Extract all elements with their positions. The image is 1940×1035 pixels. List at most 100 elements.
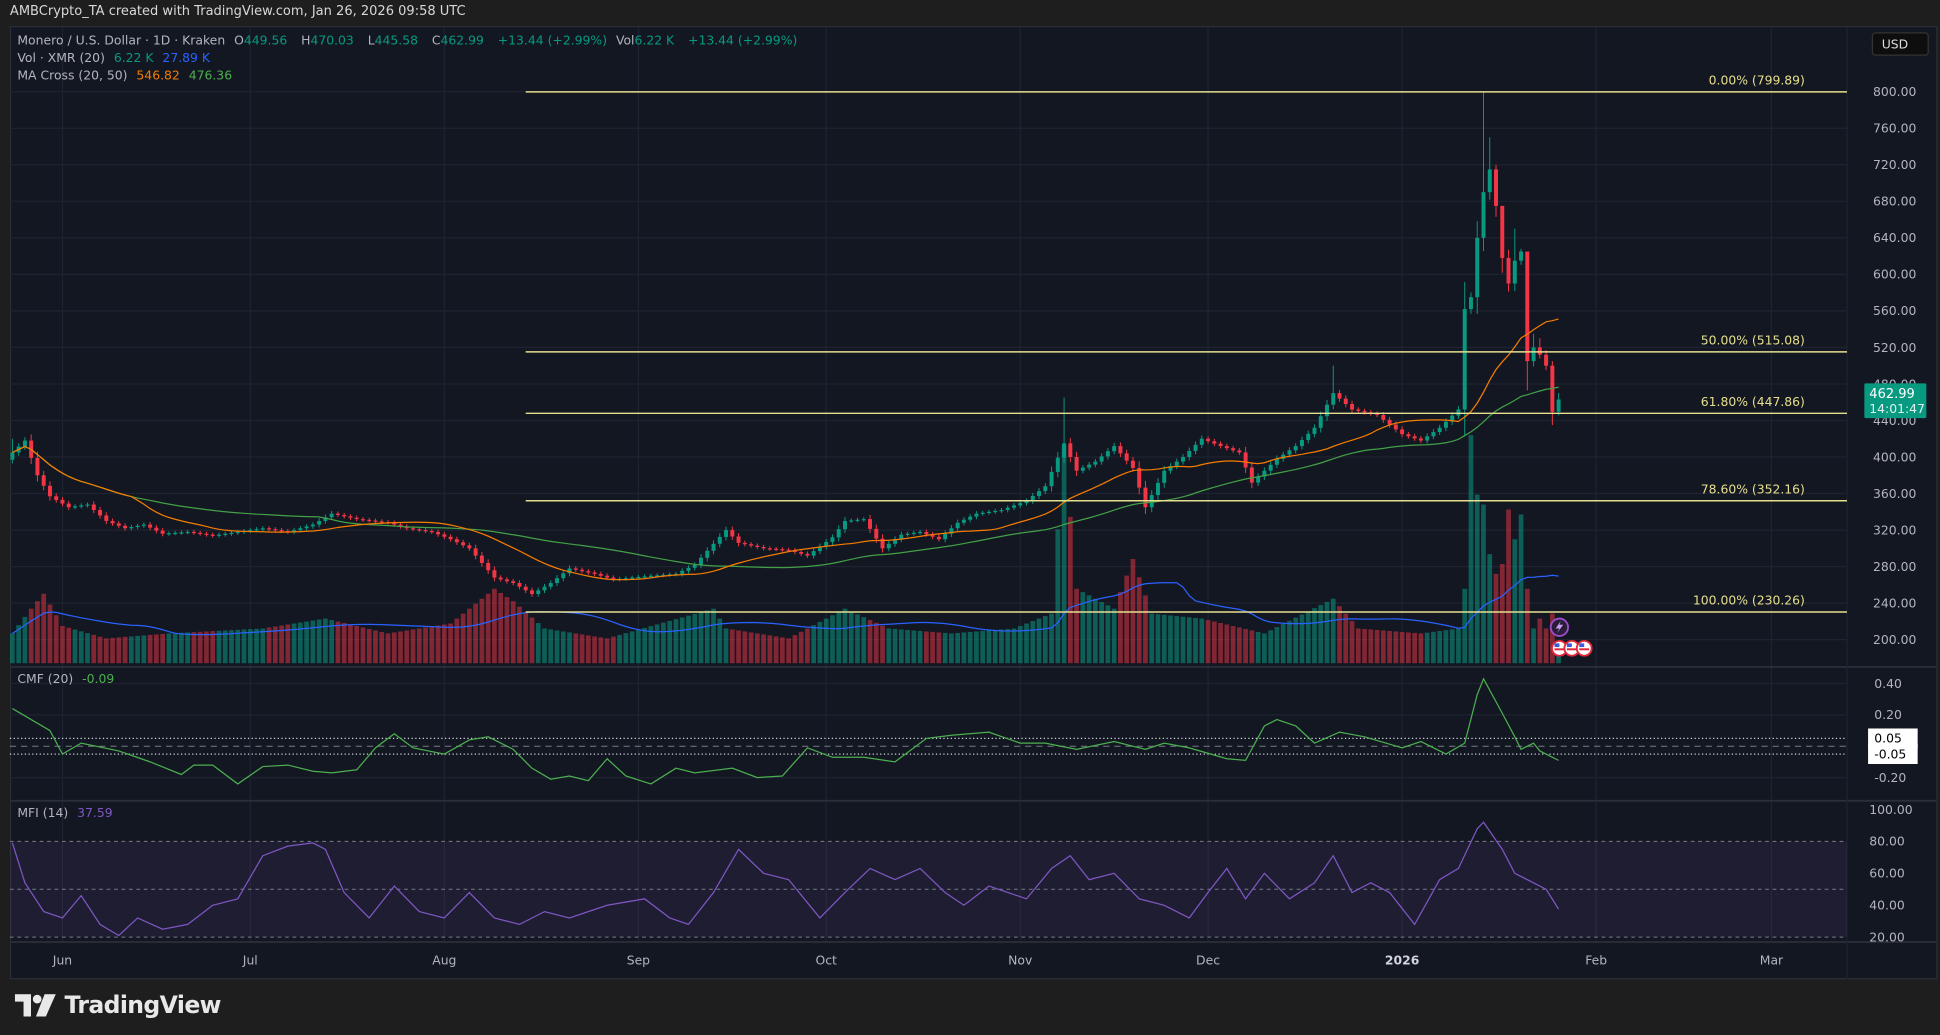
time-axis-label: Nov [1008,952,1032,967]
candle-body [799,551,804,554]
volume-bar [366,628,372,664]
candle-body [724,530,729,537]
candle-body [949,528,954,534]
candle-body [1231,448,1236,451]
volume-bar [529,617,535,664]
volume-bar [485,593,491,664]
volume-bar [1136,577,1142,664]
volume-bar [1093,598,1098,664]
volume-bars [10,435,1561,664]
candle-body [1118,446,1123,454]
price-axis-label: 240.00 [1873,595,1916,610]
fib-level-label: 78.60% (352.16) [1701,481,1805,496]
candle-body [1162,470,1167,483]
price-axis-label: 360.00 [1873,486,1916,501]
candle-body [905,533,910,535]
candle-body [10,452,15,460]
candle-body [110,520,115,524]
mfi-title[interactable]: MFI (14) [17,806,69,821]
candle-body [1224,446,1229,449]
volume-bar [197,631,203,664]
candle-body [173,532,178,535]
volume-indicator-title[interactable]: Vol · XMR (20) [17,52,105,66]
volume-bar [135,635,140,664]
fib-level-label: 61.80% (447.86) [1701,394,1805,409]
volume-bar [1343,613,1349,664]
volume-bar [316,619,322,664]
mfi-legend: MFI (14) 37.59 [17,807,117,821]
candle-body [1525,251,1530,362]
volume-bar [41,593,47,664]
candle-body [1312,427,1317,434]
candle-body [1199,438,1204,445]
candle-body [1093,461,1098,465]
volume-bar [1099,602,1104,664]
candle-body [1212,441,1217,444]
candle-body [1174,461,1179,467]
symbol-title[interactable]: Monero / U.S. Dollar · 1D · Kraken [17,34,226,49]
volume-bar [22,616,28,664]
candle-body [1281,454,1286,459]
volume-bar [1205,620,1211,664]
volume-bar [116,637,122,664]
candle-body [1030,495,1035,501]
close-label: C [431,34,441,49]
vol-value: 6.22 K [634,34,675,49]
candle-body [448,536,453,540]
volume-bar [1499,564,1505,664]
fib-level-label: 0.00% (799.89) [1709,72,1805,87]
candle-body [1293,446,1298,451]
currency-button[interactable]: USD [1871,32,1929,56]
volume-bar [623,633,629,664]
low-value: 445.58 [374,34,418,49]
volume-bar [454,618,460,664]
ma-cross-title[interactable]: MA Cross (20, 50) [17,69,128,84]
volume-bar [936,632,942,664]
candle-body [354,517,359,520]
volume-bar [147,634,153,664]
volume-bar [1255,631,1261,664]
volume-bar [636,629,641,664]
volume-bar [1049,613,1054,664]
price-axis-label: 720.00 [1873,157,1916,172]
volume-bar [642,627,648,664]
cmf-axis-label: 0.40 [1874,676,1902,691]
candle-body [993,510,998,513]
candle-body [1343,398,1348,405]
volume-bar [1080,592,1086,664]
candle-body [943,533,948,540]
candle-body [273,529,278,531]
candle-body [961,519,966,523]
candle-body [486,562,491,571]
volume-bar [767,635,773,664]
candle-body [492,570,497,578]
volume-bar [1161,614,1167,664]
volume-bar [917,630,923,664]
candle-body [605,575,610,578]
cmf-title[interactable]: CMF (20) [17,673,74,687]
ma-slow-line [12,386,1559,569]
candle-body [1080,467,1085,471]
volume-bar [585,635,591,664]
candle-body [774,548,779,551]
candle-body [1218,443,1223,447]
volume-bar [1449,629,1455,664]
candle-body [1287,450,1292,455]
candle-body [955,522,960,529]
candle-body [1381,415,1386,420]
volume-bar [97,636,103,664]
candle-body [1494,169,1498,206]
tradingview-footer: TradingView [14,992,221,1019]
ma-slow-value: 476.36 [188,69,233,84]
candle-body [1431,432,1436,437]
volume-bar [598,637,604,664]
volume-bar [210,631,216,664]
volume-bar [792,635,798,664]
open-value: 449.56 [243,34,288,49]
mfi-axis-label: 100.00 [1869,802,1912,817]
volume-bar [410,629,416,664]
cmf-axis-label: -0.20 [1874,770,1906,785]
volume-bar [360,627,366,664]
volume-bar [1487,554,1493,664]
